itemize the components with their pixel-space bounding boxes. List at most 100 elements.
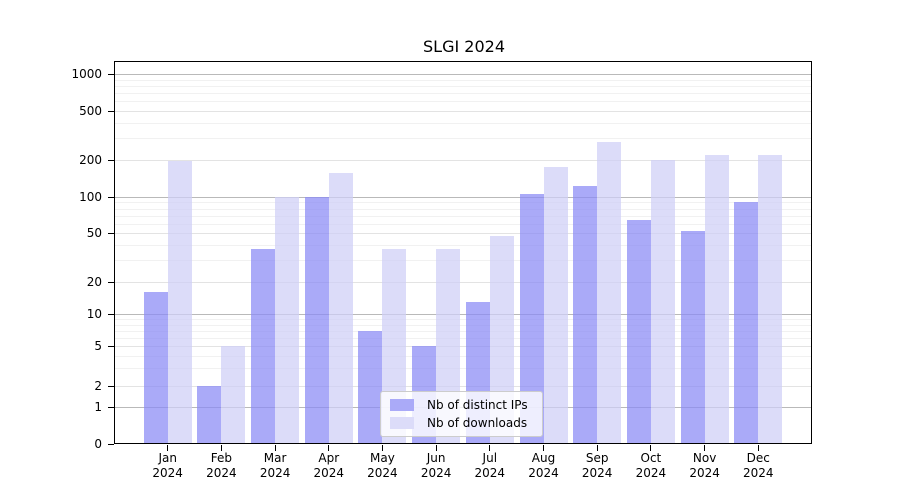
y-grid-line-minor xyxy=(115,319,811,321)
y-tick-label: 50 xyxy=(86,226,102,241)
legend-label-distinct-ips: Nb of distinct IPs xyxy=(427,398,528,413)
y-tick-mark xyxy=(108,74,114,75)
y-tick-label: 0 xyxy=(94,437,102,451)
bar-downloads xyxy=(221,346,246,444)
y-tick-label: 1 xyxy=(94,400,102,414)
x-tick-label: Aug 2024 xyxy=(528,451,559,480)
y-tick-label: 5 xyxy=(94,339,102,353)
y-grid-line xyxy=(115,233,811,235)
x-tick-mark xyxy=(704,445,706,451)
plot-area xyxy=(114,61,812,444)
y-grid-line-minor xyxy=(115,245,811,247)
legend-swatch-distinct-ips xyxy=(390,399,414,412)
x-tick-label: Dec 2024 xyxy=(743,451,774,480)
bar-downloads xyxy=(597,142,622,444)
y-grid-line xyxy=(115,346,811,347)
x-tick-label: Mar 2024 xyxy=(259,451,291,480)
x-tick-mark xyxy=(543,445,544,451)
y-tick-mark xyxy=(108,444,114,445)
legend: Nb of distinct IPs Nb of downloads xyxy=(380,391,543,437)
y-tick-mark xyxy=(108,196,114,198)
x-tick-label: Jan 2024 xyxy=(152,451,183,480)
bar-downloads xyxy=(704,155,729,444)
y-tick-mark xyxy=(108,386,114,387)
y-grid-line xyxy=(115,386,811,387)
x-tick-mark xyxy=(650,445,652,451)
x-tick-mark xyxy=(757,445,759,451)
y-grid-line-minor xyxy=(115,260,811,262)
bar-downloads xyxy=(275,196,300,444)
bar-distinct-ips xyxy=(680,231,705,444)
x-tick-label: Jul 2024 xyxy=(474,451,506,480)
y-grid-line-minor xyxy=(115,93,811,94)
x-tick-label: Feb 2024 xyxy=(206,451,237,480)
y-grid-line-minor xyxy=(115,122,811,124)
legend-swatch-downloads xyxy=(390,416,414,429)
x-tick-mark xyxy=(328,445,330,451)
y-tick-mark xyxy=(108,160,114,161)
y-grid-line-minor xyxy=(115,101,811,103)
y-grid-line xyxy=(115,281,811,283)
y-grid-line-minor xyxy=(115,202,811,204)
y-grid-line-minor xyxy=(115,208,811,210)
y-grid-line-minor xyxy=(115,138,811,140)
bar-downloads xyxy=(650,159,675,444)
y-tick-mark xyxy=(108,233,114,235)
x-tick-label: Jun 2024 xyxy=(420,451,452,480)
bar-downloads xyxy=(328,173,353,444)
bar-downloads xyxy=(758,155,783,444)
bar-distinct-ips xyxy=(304,196,329,444)
y-tick-mark xyxy=(108,407,114,408)
y-tick-label: 500 xyxy=(79,104,102,118)
y-grid-line-major xyxy=(115,314,811,316)
x-tick-label: Oct 2024 xyxy=(635,451,667,480)
y-grid-line-major xyxy=(115,74,811,75)
x-tick-mark xyxy=(274,445,276,451)
legend-label-downloads: Nb of downloads xyxy=(427,415,528,430)
y-tick-mark xyxy=(108,281,114,283)
x-tick-label: Nov 2024 xyxy=(689,451,720,480)
y-grid-line-major xyxy=(115,196,811,198)
bar-downloads xyxy=(167,161,192,444)
y-tick-label: 20 xyxy=(86,274,102,289)
y-tick-label: 10 xyxy=(86,307,102,322)
y-grid-line-minor xyxy=(115,368,811,370)
y-grid-line-minor xyxy=(115,324,811,326)
bar-distinct-ips xyxy=(573,186,598,444)
y-tick-label: 200 xyxy=(79,153,102,167)
x-tick-mark xyxy=(435,445,437,451)
y-grid-line xyxy=(115,111,811,112)
y-grid-line-minor xyxy=(115,337,811,339)
x-tick-mark xyxy=(167,445,169,451)
y-tick-mark xyxy=(108,111,114,112)
y-grid-line-minor xyxy=(115,215,811,217)
y-grid-line-minor xyxy=(115,223,811,225)
bar-distinct-ips xyxy=(734,202,759,444)
x-tick-label: Sep 2024 xyxy=(581,451,613,480)
y-tick-label: 100 xyxy=(79,189,102,204)
x-tick-label: May 2024 xyxy=(367,451,398,480)
legend-item-distinct-ips: Nb of distinct IPs xyxy=(390,398,533,412)
bar-distinct-ips xyxy=(143,292,168,444)
y-tick-mark xyxy=(108,346,114,347)
bar-distinct-ips xyxy=(197,386,222,444)
x-tick-label: Apr 2024 xyxy=(313,451,345,480)
y-grid-line xyxy=(115,160,811,161)
chart-title: SLGI 2024 xyxy=(423,37,505,56)
y-tick-mark xyxy=(108,314,114,316)
y-grid-line-minor xyxy=(115,355,811,357)
y-grid-line-minor xyxy=(115,85,811,87)
x-tick-mark xyxy=(220,445,222,451)
y-grid-line-minor xyxy=(115,79,811,81)
x-tick-mark xyxy=(381,445,383,451)
x-tick-mark xyxy=(489,445,491,451)
bar-distinct-ips xyxy=(358,330,383,444)
y-tick-label: 2 xyxy=(94,379,102,393)
bar-downloads xyxy=(543,167,568,444)
bar-distinct-ips xyxy=(626,220,651,444)
y-tick-label: 1000 xyxy=(71,67,102,81)
y-grid-line-minor xyxy=(115,330,811,332)
legend-item-downloads: Nb of downloads xyxy=(390,416,533,430)
x-tick-mark xyxy=(596,445,598,451)
